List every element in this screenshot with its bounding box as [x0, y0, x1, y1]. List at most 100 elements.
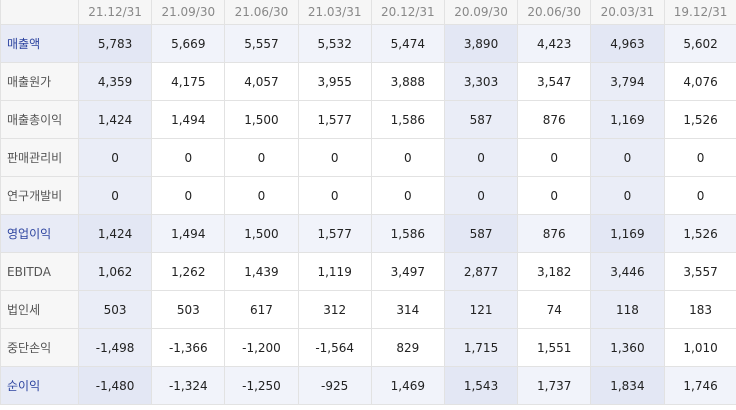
header-row: 21.12/31 21.09/30 21.06/30 21.03/31 20.1… [0, 0, 736, 25]
table-cell: 0 [370, 138, 445, 177]
table-cell: 4,423 [517, 24, 592, 63]
table-cell: 0 [224, 138, 299, 177]
column-header: 21.12/31 [77, 0, 153, 25]
table-row: 매출액 5,783 5,669 5,557 5,532 5,474 3,890 4,423 4,… [0, 24, 736, 63]
table-cell: 3,182 [517, 252, 592, 291]
table-cell: 5,474 [370, 24, 445, 63]
table-cell: 1,715 [443, 328, 519, 367]
table-cell: -1,250 [224, 366, 299, 405]
table-cell: 4,963 [590, 24, 665, 63]
table-cell: 587 [443, 214, 519, 253]
table-cell: 0 [297, 138, 372, 177]
table-cell: -1,366 [151, 328, 226, 367]
table-cell: 3,557 [663, 252, 736, 291]
table-cell: 3,794 [590, 62, 665, 101]
table-cell: 1,169 [590, 214, 665, 253]
table-cell: -1,498 [77, 328, 153, 367]
table-row: EBITDA 1,062 1,262 1,439 1,119 3,497 2,877 3,18… [0, 252, 736, 291]
table-cell: 0 [517, 138, 592, 177]
table-cell: 503 [151, 290, 226, 329]
table-row: 매출총이익 1,424 1,494 1,500 1,577 1,586 587 876 1,16… [0, 100, 736, 139]
table-cell: 1,424 [77, 100, 153, 139]
table-cell: 1,010 [663, 328, 736, 367]
column-header: 20.06/30 [517, 0, 592, 25]
table-cell: -1,564 [297, 328, 372, 367]
table-cell: 5,557 [224, 24, 299, 63]
table-cell: 1,439 [224, 252, 299, 291]
column-header: 21.09/30 [151, 0, 226, 25]
table-cell: 0 [443, 138, 519, 177]
table-cell: 587 [443, 100, 519, 139]
row-label: 영업이익 [0, 214, 79, 253]
row-label: 중단손익 [0, 328, 79, 367]
header-corner [0, 0, 79, 25]
table-cell: 314 [370, 290, 445, 329]
column-header: 19.12/31 [663, 0, 736, 25]
table-cell: 5,602 [663, 24, 736, 63]
table-body: 매출액 5,783 5,669 5,557 5,532 5,474 3,890 4,423 4,… [0, 24, 736, 405]
table-cell: 3,890 [443, 24, 519, 63]
table-cell: 0 [517, 176, 592, 215]
table-cell: 1,577 [297, 100, 372, 139]
table-cell: 5,532 [297, 24, 372, 63]
table-cell: -1,200 [224, 328, 299, 367]
table-cell: 0 [224, 176, 299, 215]
table-row: 매출원가 4,359 4,175 4,057 3,955 3,888 3,303 3,547 3… [0, 62, 736, 101]
table-cell: 1,169 [590, 100, 665, 139]
table-cell: 3,547 [517, 62, 592, 101]
table-cell: 503 [77, 290, 153, 329]
table-row: 법인세 503 503 617 312 314 121 74 118 183 [0, 290, 736, 329]
table-cell: 5,669 [151, 24, 226, 63]
table-cell: 1,586 [370, 214, 445, 253]
column-header: 20.09/30 [443, 0, 519, 25]
table-cell: 876 [517, 100, 592, 139]
table-cell: 1,526 [663, 100, 736, 139]
row-label: 매출액 [0, 24, 79, 63]
table-cell: 74 [517, 290, 592, 329]
table-cell: 1,062 [77, 252, 153, 291]
table-row: 중단손익 -1,498 -1,366 -1,200 -1,564 829 1,715 1,55… [0, 328, 736, 367]
table-header: 21.12/31 21.09/30 21.06/30 21.03/31 20.1… [0, 0, 736, 25]
column-header: 20.12/31 [370, 0, 445, 25]
row-label: 연구개발비 [0, 176, 79, 215]
table-row: 순이익 -1,480 -1,324 -1,250 -925 1,469 1,543 1,737… [0, 366, 736, 405]
table-cell: 1,500 [224, 214, 299, 253]
row-label: 법인세 [0, 290, 79, 329]
table-cell: 312 [297, 290, 372, 329]
table-cell: 2,877 [443, 252, 519, 291]
table-cell: 1,577 [297, 214, 372, 253]
row-label: 판매관리비 [0, 138, 79, 177]
table-cell: 1,119 [297, 252, 372, 291]
table-cell: 1,360 [590, 328, 665, 367]
table-cell: 0 [590, 138, 665, 177]
table-cell: 4,076 [663, 62, 736, 101]
table-cell: -925 [297, 366, 372, 405]
table-cell: 1,586 [370, 100, 445, 139]
table-cell: 1,834 [590, 366, 665, 405]
row-label: EBITDA [0, 252, 79, 291]
table-cell: 4,057 [224, 62, 299, 101]
table-cell: 0 [590, 176, 665, 215]
table-cell: 1,469 [370, 366, 445, 405]
table-cell: 5,783 [77, 24, 153, 63]
table-row: 영업이익 1,424 1,494 1,500 1,577 1,586 587 876 1,169… [0, 214, 736, 253]
table-cell: 1,262 [151, 252, 226, 291]
table-cell: 4,359 [77, 62, 153, 101]
row-label: 매출원가 [0, 62, 79, 101]
column-header: 21.03/31 [297, 0, 372, 25]
table-cell: 1,746 [663, 366, 736, 405]
table-cell: 0 [151, 176, 226, 215]
table-cell: 0 [151, 138, 226, 177]
table-row: 연구개발비 0 0 0 0 0 0 0 0 0 [0, 176, 736, 215]
table-cell: 3,955 [297, 62, 372, 101]
table-cell: 617 [224, 290, 299, 329]
table-cell: 118 [590, 290, 665, 329]
table-cell: 3,303 [443, 62, 519, 101]
table-cell: 1,551 [517, 328, 592, 367]
table-cell: 0 [77, 176, 153, 215]
table-cell: -1,480 [77, 366, 153, 405]
table-cell: -1,324 [151, 366, 226, 405]
table-cell: 1,543 [443, 366, 519, 405]
row-label: 순이익 [0, 366, 79, 405]
table-cell: 0 [663, 176, 736, 215]
